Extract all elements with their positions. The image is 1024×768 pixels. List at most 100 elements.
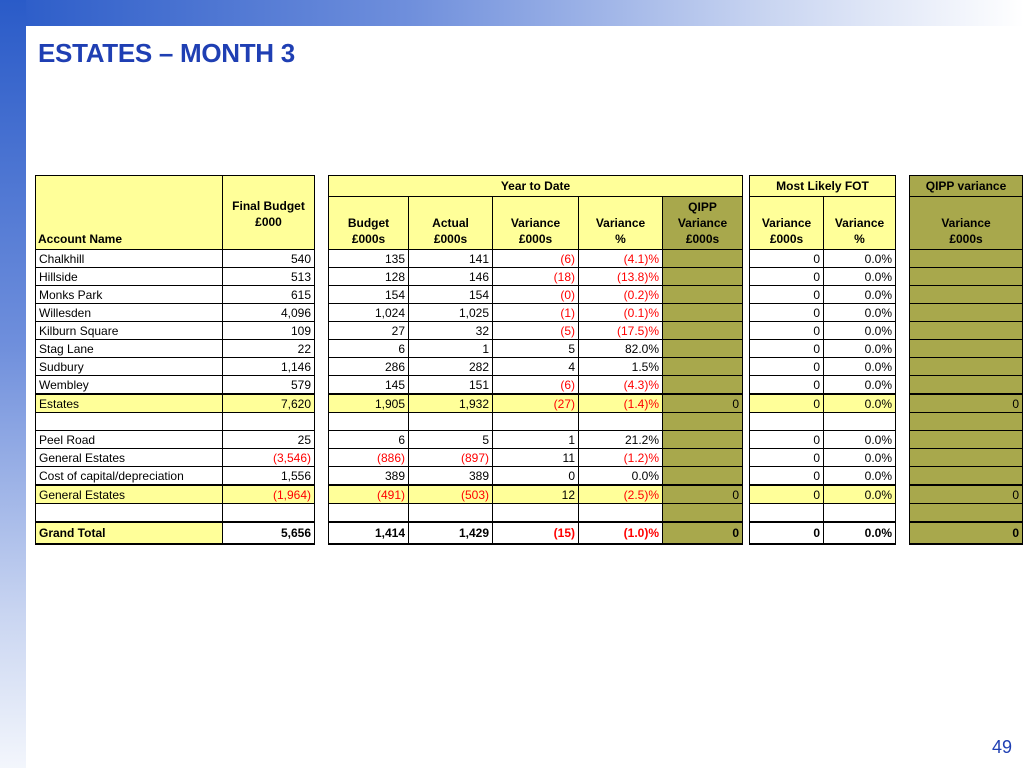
cell-qipp-fot: [909, 466, 1023, 486]
cell-fot-pct: 0.0%: [823, 267, 896, 286]
cell-variance: (0): [492, 285, 579, 304]
cell-fot-var: [749, 503, 824, 523]
table-row: Wembley 579 145 151 (6) (4.3)% 0 0.0%: [35, 375, 1023, 395]
cell-qipp: 0: [662, 393, 743, 413]
cell-fot-var: 0: [749, 521, 824, 545]
cell-budget: 389: [328, 466, 409, 486]
top-gradient-band: [0, 0, 1024, 26]
header-final-budget: Final Budget £000: [222, 175, 315, 250]
cell-qipp-fot: [909, 249, 1023, 268]
cell-qipp: [662, 430, 743, 449]
cell-variance-pct: (0.1)%: [578, 303, 663, 322]
estates-table: Account Name Final Budget £000 Year to D…: [35, 175, 1023, 545]
table-row: Grand Total 5,656 1,414 1,429 (15) (1.0)% 0 0 0.…: [35, 521, 1023, 545]
cell-qipp-fot: [909, 357, 1023, 376]
cell-qipp-fot: [909, 339, 1023, 358]
cell-fot-var: 0: [749, 393, 824, 413]
cell-qipp: [662, 285, 743, 304]
cell-qipp: [662, 267, 743, 286]
table-row: Estates 7,620 1,905 1,932 (27) (1.4)% 0 0 0.0% 0: [35, 393, 1023, 413]
header-variance: Variance £000s: [492, 196, 579, 250]
cell-final-budget: 25: [222, 430, 315, 449]
cell-actual: 154: [408, 285, 493, 304]
cell-final-budget: 109: [222, 321, 315, 340]
cell-variance-pct: (13.8)%: [578, 267, 663, 286]
table-row: General Estates (3,546) (886) (897) 11 (1.2)%…: [35, 448, 1023, 467]
cell-variance-pct: (1.2)%: [578, 448, 663, 467]
cell-actual: 1,429: [408, 521, 493, 545]
cell-qipp-fot: 0: [909, 484, 1023, 504]
table-row: Hillside 513 128 146 (18) (13.8)% 0 0.0%: [35, 267, 1023, 286]
cell-qipp: [662, 339, 743, 358]
cell-budget: [328, 503, 409, 523]
cell-actual: [408, 412, 493, 431]
table-row: Sudbury 1,146 286 282 4 1.5% 0 0.0%: [35, 357, 1023, 376]
cell-name: Peel Road: [35, 430, 223, 449]
cell-variance-pct: 1.5%: [578, 357, 663, 376]
cell-name: Kilburn Square: [35, 321, 223, 340]
cell-final-budget: 1,556: [222, 466, 315, 486]
cell-actual: [408, 503, 493, 523]
cell-budget: 27: [328, 321, 409, 340]
header-variance-pct: Variance %: [578, 196, 663, 250]
cell-variance: [492, 503, 579, 523]
header-fot-variance-pct: Variance %: [823, 196, 896, 250]
cell-budget: (491): [328, 484, 409, 504]
cell-fot-pct: 0.0%: [823, 393, 896, 413]
cell-name: [35, 503, 223, 523]
cell-qipp: [662, 412, 743, 431]
cell-final-budget: 7,620: [222, 393, 315, 413]
cell-variance-pct: (1.4)%: [578, 393, 663, 413]
cell-variance: (1): [492, 303, 579, 322]
cell-name: General Estates: [35, 484, 223, 504]
cell-final-budget: (1,964): [222, 484, 315, 504]
left-gradient-band: [0, 0, 26, 768]
cell-variance-pct: (0.2)%: [578, 285, 663, 304]
cell-name: Sudbury: [35, 357, 223, 376]
cell-qipp: [662, 466, 743, 486]
cell-actual: (897): [408, 448, 493, 467]
cell-budget: 135: [328, 249, 409, 268]
cell-qipp-fot: [909, 375, 1023, 395]
cell-actual: 146: [408, 267, 493, 286]
cell-final-budget: (3,546): [222, 448, 315, 467]
cell-qipp-fot: [909, 321, 1023, 340]
cell-qipp-fot: [909, 448, 1023, 467]
cell-actual: 32: [408, 321, 493, 340]
cell-variance-pct: [578, 412, 663, 431]
cell-variance-pct: (1.0)%: [578, 521, 663, 545]
cell-budget: 1,905: [328, 393, 409, 413]
cell-qipp-fot: [909, 303, 1023, 322]
cell-fot-pct: 0.0%: [823, 303, 896, 322]
cell-qipp: [662, 375, 743, 395]
cell-actual: 141: [408, 249, 493, 268]
table-row: Monks Park 615 154 154 (0) (0.2)% 0 0.0%: [35, 285, 1023, 304]
cell-variance-pct: (4.1)%: [578, 249, 663, 268]
cell-final-budget: 4,096: [222, 303, 315, 322]
cell-fot-var: 0: [749, 267, 824, 286]
cell-budget: [328, 412, 409, 431]
cell-fot-var: 0: [749, 484, 824, 504]
cell-name: Chalkhill: [35, 249, 223, 268]
cell-budget: 128: [328, 267, 409, 286]
cell-qipp: [662, 303, 743, 322]
table-row: Willesden 4,096 1,024 1,025 (1) (0.1)% 0 0.0%: [35, 303, 1023, 322]
cell-qipp: 0: [662, 484, 743, 504]
cell-qipp-fot: [909, 285, 1023, 304]
cell-qipp: [662, 249, 743, 268]
cell-variance: 0: [492, 466, 579, 486]
header-budget: Budget £000s: [328, 196, 409, 250]
cell-actual: 1,025: [408, 303, 493, 322]
header-account-name: Account Name: [35, 175, 223, 250]
page-number: 49: [991, 737, 1012, 757]
cell-variance: 5: [492, 339, 579, 358]
cell-name: Willesden: [35, 303, 223, 322]
cell-actual: 389: [408, 466, 493, 486]
header-row-groups: Account Name Final Budget £000 Year to D…: [35, 175, 1023, 250]
cell-fot-var: 0: [749, 249, 824, 268]
header-fot-variance: Variance £000s: [749, 196, 824, 250]
cell-fot-var: 0: [749, 448, 824, 467]
page-title: ESTATES – MONTH 3: [38, 38, 295, 68]
cell-variance: [492, 412, 579, 431]
cell-budget: 145: [328, 375, 409, 395]
